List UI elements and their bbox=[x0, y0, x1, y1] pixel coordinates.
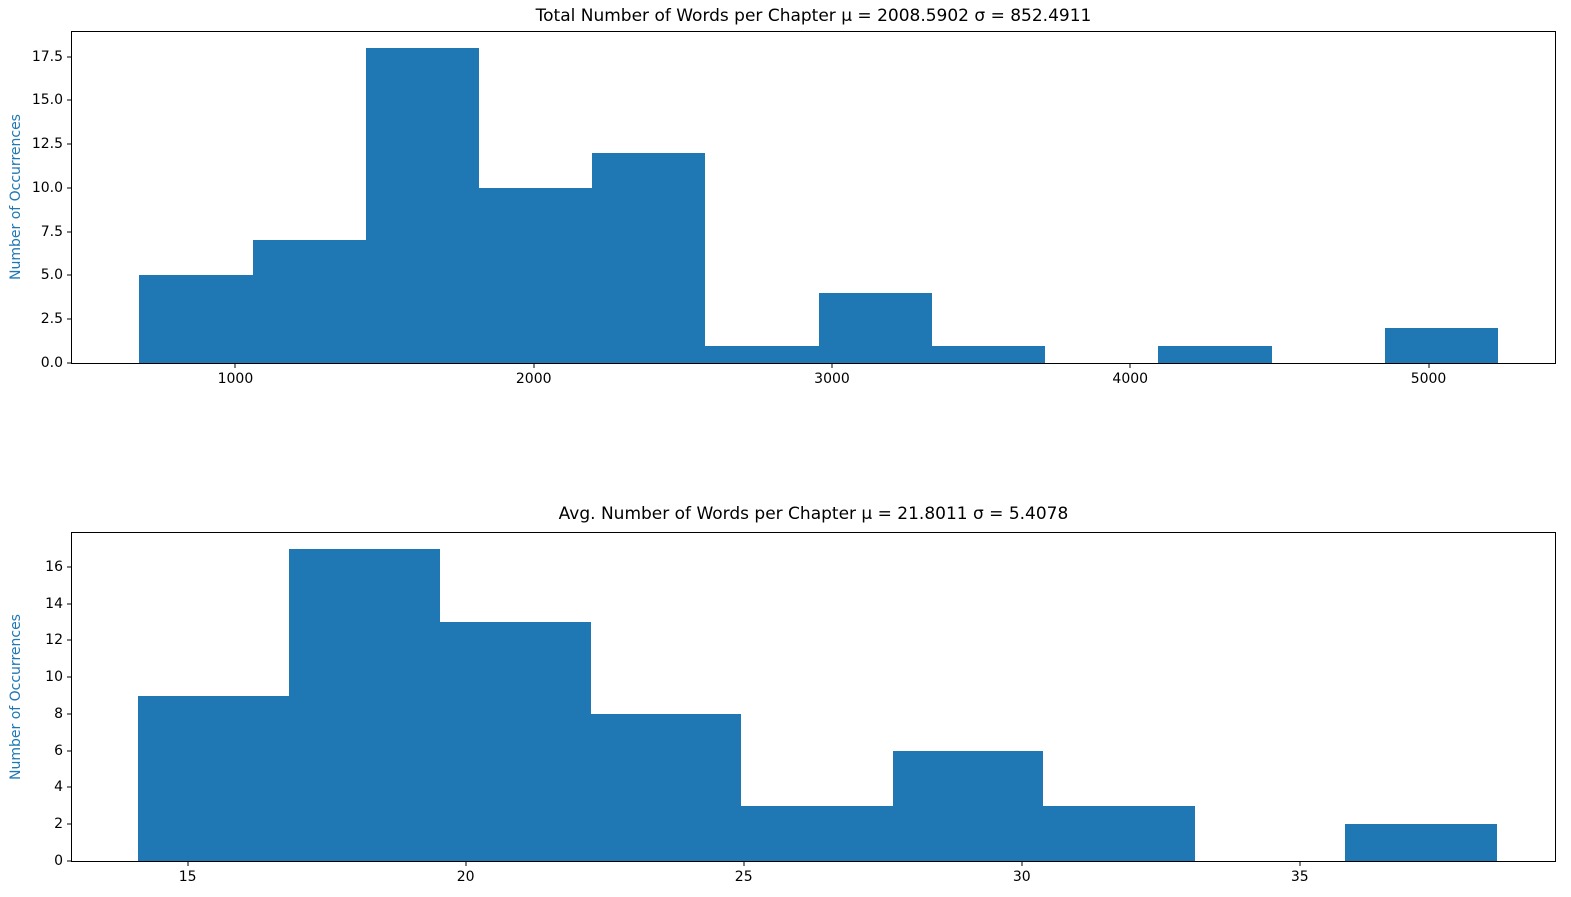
histogram-bar bbox=[288, 548, 440, 861]
x-axis-tick bbox=[1129, 363, 1131, 368]
y-axis-tick-label: 7.5 bbox=[40, 223, 63, 240]
y-axis-tick-label: 12 bbox=[45, 632, 63, 649]
histogram-bar bbox=[365, 47, 480, 363]
histogram-bar bbox=[479, 187, 593, 363]
x-axis-tick-label: 20 bbox=[456, 869, 475, 885]
y-axis-tick-label: 4 bbox=[54, 779, 63, 796]
histogram-bar bbox=[592, 152, 706, 363]
y-axis-tick-label: 5.0 bbox=[40, 267, 63, 284]
x-axis-tick-label: 5000 bbox=[1410, 371, 1447, 387]
histogram-bar bbox=[1043, 805, 1195, 861]
histogram-bar bbox=[931, 345, 1046, 363]
y-axis-tick bbox=[67, 99, 72, 101]
histogram-bar bbox=[818, 292, 932, 363]
y-axis-tick-label: 0.0 bbox=[40, 355, 63, 371]
x-axis-tick bbox=[1428, 363, 1430, 368]
y-axis-tick-label: 2.5 bbox=[40, 311, 63, 328]
y-axis-tick-label: 14 bbox=[45, 595, 63, 612]
histogram-bar bbox=[741, 805, 893, 861]
histogram-bar bbox=[439, 622, 591, 861]
histogram-bar bbox=[137, 695, 289, 861]
histogram-bar bbox=[252, 240, 366, 363]
y-axis-tick bbox=[67, 143, 72, 145]
histogram-bar bbox=[590, 714, 742, 861]
y-axis-tick-label: 8 bbox=[54, 705, 63, 722]
y-axis-tick-label: 10.0 bbox=[31, 179, 63, 196]
y-axis-tick bbox=[67, 786, 72, 788]
histogram-bar bbox=[892, 750, 1044, 861]
y-axis-tick-label: 16 bbox=[45, 558, 63, 575]
y-axis-tick bbox=[67, 231, 72, 233]
y-axis-tick bbox=[67, 56, 72, 58]
y-axis-tick-label: 15.0 bbox=[31, 92, 63, 109]
x-axis-tick-label: 1000 bbox=[217, 371, 254, 387]
y-axis-tick-label: 12.5 bbox=[31, 136, 63, 153]
plot-area: 15 20 25 30 35 0 2 4 6 8 10 12 14 16 bbox=[45, 532, 1556, 885]
x-axis-tick bbox=[234, 363, 236, 368]
histogram-bar bbox=[1158, 345, 1272, 363]
chart-title: Total Number of Words per Chapter μ = 20… bbox=[535, 6, 1092, 26]
y-axis-tick-label: 6 bbox=[54, 742, 63, 759]
x-axis-tick-label: 35 bbox=[1290, 869, 1309, 885]
x-axis-tick bbox=[187, 861, 189, 866]
y-axis-label: Number of Occurrences bbox=[8, 114, 24, 280]
x-axis-tick-label: 25 bbox=[734, 869, 753, 885]
chart-title: Avg. Number of Words per Chapter μ = 21.… bbox=[558, 504, 1069, 524]
y-axis-tick bbox=[67, 639, 72, 641]
histogram-bar bbox=[1345, 824, 1497, 861]
y-axis-tick bbox=[67, 187, 72, 189]
histogram-bar bbox=[705, 345, 819, 363]
x-axis-tick-label: 30 bbox=[1012, 869, 1031, 885]
x-axis-tick bbox=[533, 363, 535, 368]
y-axis-tick-label: 17.5 bbox=[31, 48, 63, 65]
y-axis-tick-label: 2 bbox=[54, 816, 63, 833]
x-axis-tick bbox=[1021, 861, 1023, 866]
y-axis-tick bbox=[67, 362, 72, 364]
y-axis-tick-label: 10 bbox=[45, 669, 63, 686]
y-axis-tick bbox=[67, 713, 72, 715]
y-axis-tick bbox=[67, 566, 72, 568]
histogram-bar bbox=[139, 275, 253, 363]
x-axis-tick bbox=[465, 861, 467, 866]
x-axis-tick-label: 4000 bbox=[1112, 371, 1149, 387]
y-axis-tick bbox=[67, 750, 72, 752]
y-axis-tick bbox=[67, 603, 72, 605]
y-axis-tick bbox=[67, 274, 72, 276]
y-axis-tick-label: 0 bbox=[54, 853, 63, 869]
x-axis-tick bbox=[743, 861, 745, 866]
plot-area: 1000 2000 3000 4000 5000 0.0 2.5 5.0 7.5 10.0 12.5… bbox=[32, 31, 1556, 387]
x-axis-tick bbox=[1299, 861, 1301, 866]
y-axis-label: Number of Occurrences bbox=[8, 614, 24, 780]
y-axis-tick bbox=[67, 676, 72, 678]
x-axis-tick-label: 2000 bbox=[515, 371, 552, 387]
y-axis-tick bbox=[67, 318, 72, 320]
x-axis-tick-label: 3000 bbox=[814, 371, 850, 387]
y-axis-tick bbox=[67, 860, 72, 862]
histogram-bar bbox=[1384, 327, 1499, 363]
x-axis-tick bbox=[831, 363, 833, 368]
y-axis-tick bbox=[67, 823, 72, 825]
x-axis-tick-label: 15 bbox=[178, 869, 197, 885]
